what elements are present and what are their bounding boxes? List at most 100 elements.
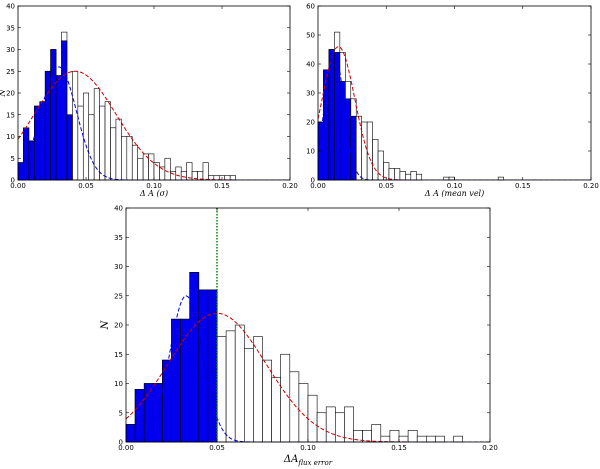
bar-outline bbox=[415, 173, 423, 181]
bar-outline bbox=[72, 70, 79, 181]
y-tick-label: 0 bbox=[311, 177, 315, 185]
bar-outline bbox=[371, 424, 382, 443]
bar-outline bbox=[453, 435, 464, 443]
bar-outline bbox=[216, 336, 227, 443]
bar-outline bbox=[77, 105, 84, 181]
bar-outline bbox=[372, 139, 379, 181]
bar-outline bbox=[388, 168, 395, 181]
bar-outline bbox=[229, 175, 236, 181]
x-tick-label: 0.05 bbox=[378, 182, 394, 190]
bar-outline bbox=[180, 171, 187, 181]
y-axis-label: N bbox=[0, 89, 7, 98]
x-tick-label: 0.10 bbox=[146, 182, 162, 190]
bar-outline bbox=[93, 88, 100, 181]
y-tick-label: 5 bbox=[11, 155, 15, 163]
bar-outline bbox=[425, 435, 436, 443]
x-tick-label: 0.20 bbox=[583, 182, 599, 190]
bar-filled bbox=[134, 389, 145, 443]
bar-outline bbox=[399, 171, 406, 181]
bar-outline bbox=[316, 412, 327, 443]
x-axis-label: Δ A (mean vel) bbox=[424, 189, 484, 198]
y-tick-label: 15 bbox=[6, 111, 15, 119]
bar-filled bbox=[34, 105, 41, 181]
bar-filled bbox=[28, 140, 35, 181]
x-tick-label: 0.10 bbox=[300, 444, 316, 452]
bar-filled bbox=[198, 289, 209, 443]
bar-filled bbox=[61, 40, 68, 181]
bar-filled bbox=[350, 115, 357, 181]
panel-top-left: 0.00 0.05 0.10 0.15 0.20 0 5 10 15 20 25 30 35 40 Δ A … bbox=[0, 3, 298, 199]
bar-outline bbox=[325, 406, 336, 443]
x-tick-label: 0.10 bbox=[447, 182, 463, 190]
x-tick-label: 0.20 bbox=[482, 444, 498, 452]
y-tick-label: 40 bbox=[114, 205, 123, 213]
bar-outline bbox=[361, 121, 368, 181]
y-tick-label: 15 bbox=[114, 351, 123, 359]
bar-filled bbox=[339, 81, 346, 181]
y-tick-label: 5 bbox=[119, 409, 123, 417]
y-tick-label: 10 bbox=[114, 380, 123, 388]
bar-outline bbox=[82, 92, 90, 181]
bar-outline bbox=[126, 136, 133, 181]
bar-filled bbox=[189, 272, 200, 443]
bar-outline bbox=[366, 121, 373, 181]
bar-outline bbox=[262, 359, 272, 443]
bar-filled bbox=[180, 318, 191, 443]
bar-filled bbox=[153, 383, 163, 443]
x-tick-label: 0.05 bbox=[78, 182, 94, 190]
bar-outline bbox=[271, 377, 282, 443]
bar-outline bbox=[344, 406, 354, 443]
bar-outline bbox=[164, 157, 171, 181]
bar-outline bbox=[244, 348, 254, 443]
bar-outline bbox=[110, 127, 117, 181]
fit-curve bbox=[126, 295, 490, 442]
y-tick-label: 10 bbox=[6, 133, 15, 141]
y-tick-label: 60 bbox=[306, 3, 315, 11]
y-tick-label: 20 bbox=[114, 322, 123, 330]
bar-outline bbox=[377, 150, 384, 181]
bar-outline bbox=[410, 171, 417, 181]
y-tick-label: 30 bbox=[306, 90, 315, 98]
y-tick-label: 40 bbox=[306, 61, 315, 69]
x-tick-label: 0.15 bbox=[391, 444, 407, 452]
y-tick-label: 25 bbox=[114, 292, 123, 300]
x-tick-label: 0.05 bbox=[209, 444, 225, 452]
x-axis-label: Δ A (σ) bbox=[139, 189, 168, 198]
bar-outline bbox=[407, 429, 418, 443]
bar-outline bbox=[289, 371, 300, 443]
bar-outline bbox=[224, 175, 231, 181]
x-tick-label: 0.15 bbox=[515, 182, 531, 190]
x-tick-label: 0.00 bbox=[10, 182, 26, 190]
x-axis-label: ΔAflux error bbox=[283, 454, 333, 467]
y-tick-label: 20 bbox=[306, 119, 315, 127]
bar-filled bbox=[207, 289, 218, 443]
y-axis-label: N bbox=[100, 319, 111, 330]
bar-outline bbox=[121, 136, 128, 181]
bar-outline bbox=[405, 173, 412, 181]
bar-filled bbox=[125, 424, 136, 443]
x-tick-label: 0.00 bbox=[118, 444, 134, 452]
y-tick-label: 35 bbox=[114, 234, 123, 242]
bar-outline bbox=[298, 383, 309, 443]
bar-outline bbox=[137, 157, 144, 181]
bar-outline bbox=[234, 324, 245, 443]
bar-outline bbox=[435, 435, 445, 443]
bar-outline bbox=[280, 353, 291, 443]
bar-outline bbox=[202, 162, 209, 181]
bar-outline bbox=[225, 330, 236, 443]
y-tick-label: 0 bbox=[11, 177, 15, 185]
bar-outline bbox=[253, 336, 263, 443]
bar-outline bbox=[99, 105, 106, 181]
y-tick-label: 20 bbox=[6, 90, 15, 98]
bar-outline bbox=[148, 153, 155, 181]
fit-curve bbox=[18, 66, 290, 180]
y-tick-label: 0 bbox=[119, 439, 123, 447]
bar-outline bbox=[88, 114, 95, 181]
y-tick-label: 30 bbox=[6, 46, 15, 54]
bar-filled bbox=[55, 75, 62, 181]
bar-filled bbox=[143, 383, 154, 443]
bar-filled bbox=[162, 359, 172, 443]
y-tick-label: 40 bbox=[6, 3, 15, 11]
bar-filled bbox=[344, 98, 352, 181]
